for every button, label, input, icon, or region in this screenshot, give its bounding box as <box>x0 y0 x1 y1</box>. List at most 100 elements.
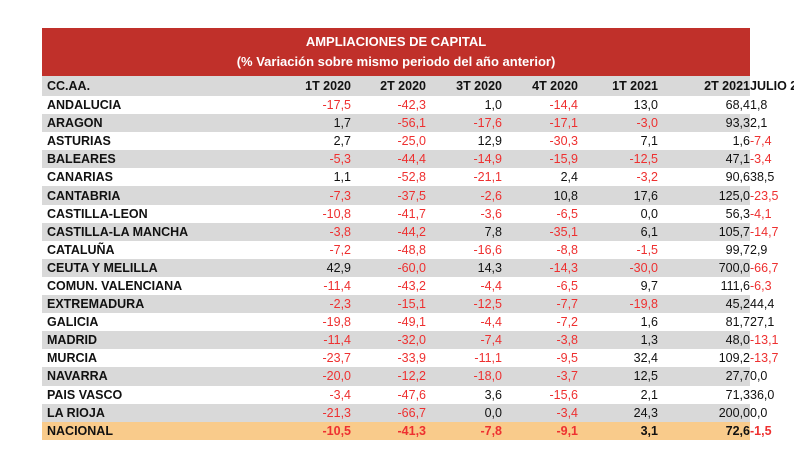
table-title: AMPLIACIONES DE CAPITAL <box>305 34 487 49</box>
value-cell: 3,1 <box>640 423 658 438</box>
value-cell: 81,7 <box>725 315 750 330</box>
value-cell: -14,4 <box>549 98 579 113</box>
value-cell: -9,5 <box>556 351 578 366</box>
region-name: MADRID <box>47 333 97 348</box>
value-cell: -1,5 <box>636 242 658 257</box>
value-cell: -4,4 <box>480 315 502 330</box>
value-cell: -7,8 <box>480 423 502 438</box>
value-cell: -2,3 <box>329 297 351 312</box>
value-cell: -12,5 <box>629 152 659 167</box>
value-cell: -30,0 <box>629 260 659 275</box>
value-cell: -7,3 <box>329 188 351 203</box>
value-cell: -17,5 <box>322 98 352 113</box>
value-cell: -3,6 <box>480 206 502 221</box>
value-cell: -41,7 <box>397 206 427 221</box>
value-cell: -23,7 <box>322 351 352 366</box>
table-row: CATALUÑA -7,2 -48,8 -16,6 -8,8 -1,5 99,7 2,9 <box>42 241 767 259</box>
value-cell: -5,3 <box>329 152 351 167</box>
table-row: COMUN. VALENCIANA -11,4 -43,2 -4,4 -6,5 9,7 11… <box>42 277 772 295</box>
table-row: NAVARRA -20,0 -12,2 -18,0 -3,7 12,5 27,7 0,0 <box>42 367 767 386</box>
table-row: EXTREMADURA -2,3 -15,1 -12,5 -7,7 -19,8 45,2 44… <box>42 295 774 314</box>
value-cell: -12,2 <box>397 369 427 384</box>
value-cell: -47,6 <box>397 387 427 402</box>
value-cell: -7,4 <box>480 333 502 348</box>
column-header: 1T 2020 <box>305 79 351 93</box>
region-name: COMUN. VALENCIANA <box>47 278 183 293</box>
value-cell: -44,4 <box>397 152 427 167</box>
value-cell: -48,8 <box>397 242 427 257</box>
value-cell: -10,5 <box>322 423 352 438</box>
value-cell: 1,0 <box>484 98 502 113</box>
value-cell: -16,6 <box>473 242 503 257</box>
value-cell: -3,4 <box>329 387 351 402</box>
value-cell: 700,0 <box>718 260 750 275</box>
table-row: CANARIAS 1,1 -52,8 -21,1 2,4 -3,2 90,6 38,5 <box>42 168 774 186</box>
column-header: 4T 2020 <box>532 79 578 93</box>
region-name: CANTABRIA <box>47 188 121 203</box>
value-cell: 1,6 <box>732 134 750 149</box>
column-header: 2T 2020 <box>380 79 426 93</box>
region-name: CEUTA Y MELILLA <box>47 260 158 275</box>
value-cell: 6,1 <box>640 224 658 239</box>
value-cell: 32,4 <box>633 351 658 366</box>
value-cell: -37,5 <box>397 188 427 203</box>
value-cell: 71,3 <box>725 387 750 402</box>
value-cell: 24,3 <box>633 405 658 420</box>
value-cell: -32,0 <box>397 333 427 348</box>
value-cell: -3,8 <box>556 333 578 348</box>
value-cell: -43,2 <box>397 278 427 293</box>
value-cell: -18,0 <box>473 369 503 384</box>
table-row: CANTABRIA -7,3 -37,5 -2,6 10,8 17,6 125,0 -23,5 <box>42 186 779 205</box>
column-header: 2T 2021 <box>704 79 750 93</box>
total-row: NACIONAL -10,5 -41,3 -7,8 -9,1 3,1 72,6 -1,5 <box>42 421 772 440</box>
value-cell: 2,1 <box>640 387 658 402</box>
value-cell: -6,5 <box>556 278 578 293</box>
value-cell: 1,6 <box>640 315 658 330</box>
value-cell: 9,7 <box>640 278 658 293</box>
value-cell: -3,7 <box>556 369 578 384</box>
value-cell: 13,0 <box>633 98 658 113</box>
value-cell: 200,0 <box>718 405 750 420</box>
value-cell: -35,1 <box>549 224 579 239</box>
table-row: CASTILLA-LEON -10,8 -41,7 -3,6 -6,5 0,0 56,3 -4… <box>42 205 772 223</box>
value-cell: 27,7 <box>725 369 750 384</box>
value-cell: 42,9 <box>326 260 351 275</box>
value-cell: -17,1 <box>549 116 579 131</box>
value-cell: -60,0 <box>397 260 427 275</box>
value-cell: -7,2 <box>329 242 351 257</box>
region-name: BALEARES <box>47 152 116 167</box>
value-cell: -19,8 <box>629 297 659 312</box>
value-cell: -7,7 <box>556 297 578 312</box>
region-name: LA RIOJA <box>47 405 105 420</box>
value-cell: 12,5 <box>633 369 658 384</box>
header-row: CC.AA. 1T 2020 2T 2020 3T 2020 4T 2020 1T 202… <box>42 76 794 96</box>
column-header-region: CC.AA. <box>47 79 91 93</box>
value-cell: -21,1 <box>473 170 503 185</box>
table-subtitle: (% Variación sobre mismo periodo del año… <box>236 54 556 69</box>
value-cell: -41,3 <box>397 423 427 438</box>
value-cell: -9,1 <box>556 423 578 438</box>
value-cell: -17,6 <box>473 116 503 131</box>
value-cell: -21,3 <box>322 405 352 420</box>
value-cell: 0,0 <box>484 405 502 420</box>
table-row: LA RIOJA -21,3 -66,7 0,0 -3,4 24,3 200,0 0,0 <box>42 403 767 422</box>
value-cell: -3,8 <box>329 224 351 239</box>
value-cell: -3,4 <box>556 405 578 420</box>
value-cell: 111,6 <box>720 278 750 293</box>
table-row: PAIS VASCO -3,4 -47,6 3,6 -15,6 2,1 71,3 36,0 <box>42 386 774 404</box>
region-name: CASTILLA-LEON <box>47 206 148 221</box>
value-cell: -4,4 <box>480 278 502 293</box>
value-cell: -14,9 <box>473 152 503 167</box>
value-cell: 99,7 <box>725 242 750 257</box>
table-row: CASTILLA-LA MANCHA -3,8 -44,2 7,8 -35,1 6,1 10… <box>42 222 779 241</box>
region-name: ANDALUCIA <box>47 98 122 113</box>
value-cell: 14,3 <box>477 260 502 275</box>
value-cell: -2,6 <box>480 188 502 203</box>
value-cell: 47,1 <box>725 152 750 167</box>
data-table: CC.AA. 1T 2020 2T 2020 3T 2020 4T 2020 1T 202… <box>42 76 794 440</box>
value-cell: -11,1 <box>474 351 502 366</box>
region-name: GALICIA <box>47 315 99 330</box>
value-cell: -49,1 <box>397 315 427 330</box>
value-cell: -66,7 <box>397 405 427 420</box>
value-cell: -44,2 <box>397 224 427 239</box>
